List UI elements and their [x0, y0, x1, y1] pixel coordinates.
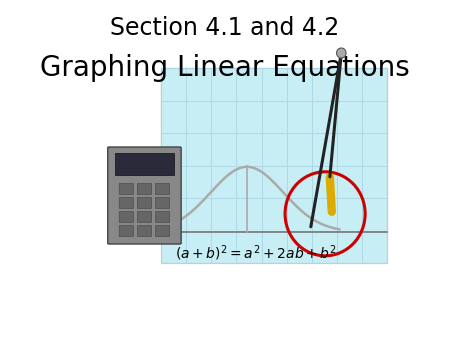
FancyBboxPatch shape: [137, 184, 152, 194]
FancyBboxPatch shape: [155, 184, 170, 194]
FancyBboxPatch shape: [155, 212, 170, 222]
Bar: [161, 68, 387, 237]
FancyBboxPatch shape: [155, 197, 170, 209]
FancyBboxPatch shape: [119, 197, 134, 209]
Text: $(a + b)^2 = a^2 + 2ab + b^2$: $(a + b)^2 = a^2 + 2ab + b^2$: [175, 243, 337, 263]
FancyBboxPatch shape: [137, 225, 152, 237]
Bar: [115, 153, 174, 175]
FancyBboxPatch shape: [108, 147, 181, 244]
FancyBboxPatch shape: [155, 225, 170, 237]
FancyBboxPatch shape: [119, 184, 134, 194]
FancyBboxPatch shape: [119, 225, 134, 237]
Text: Section 4.1 and 4.2: Section 4.1 and 4.2: [110, 16, 340, 40]
FancyBboxPatch shape: [137, 197, 152, 209]
Circle shape: [337, 48, 346, 58]
Text: Graphing Linear Equations: Graphing Linear Equations: [40, 54, 410, 82]
FancyBboxPatch shape: [137, 212, 152, 222]
FancyBboxPatch shape: [119, 212, 134, 222]
Bar: [161, 68, 387, 263]
